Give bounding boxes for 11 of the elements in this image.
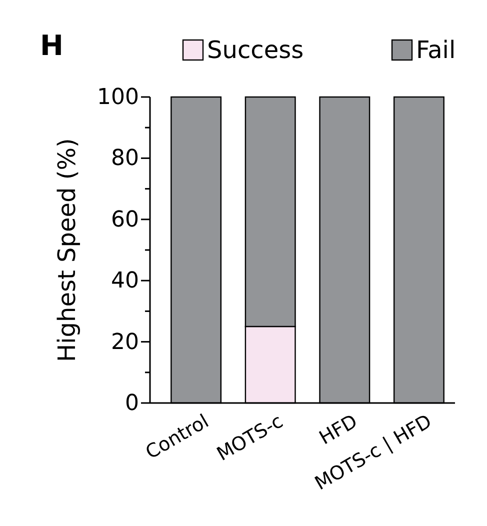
y-tick-label: 60 bbox=[111, 207, 139, 232]
y-axis-title: Highest Speed (%) bbox=[53, 138, 81, 362]
y-tick-label: 0 bbox=[125, 391, 139, 416]
x-tick-label: HFD bbox=[316, 410, 362, 450]
chart-title: H bbox=[40, 29, 64, 62]
legend-label: Fail bbox=[416, 36, 456, 64]
legend-label: Success bbox=[207, 36, 304, 64]
y-tick-label: 100 bbox=[97, 85, 139, 110]
y-tick-label: 20 bbox=[111, 330, 139, 355]
y-tick-label: 80 bbox=[111, 146, 139, 172]
y-tick-label: 40 bbox=[111, 268, 139, 294]
